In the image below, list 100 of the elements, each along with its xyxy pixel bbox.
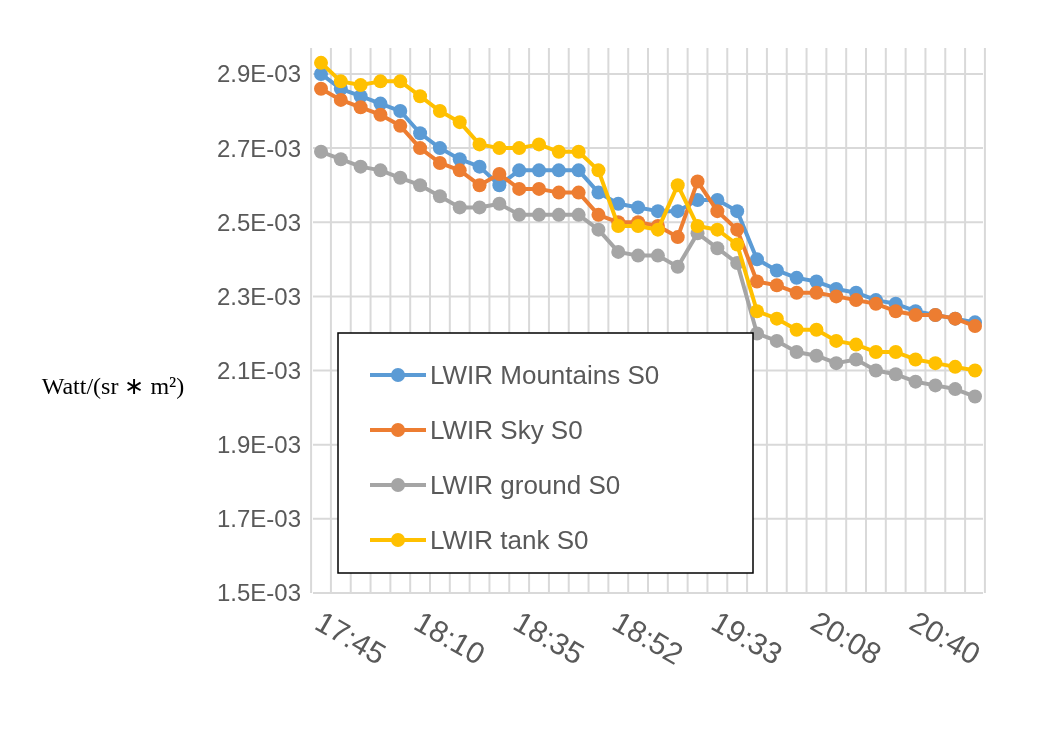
point (314, 144, 328, 159)
y-tick-label: 1.7E-03 (216, 505, 301, 533)
x-tick-label: 18:10 (409, 604, 491, 671)
point (868, 363, 883, 378)
point (571, 207, 586, 222)
point (789, 322, 804, 337)
point (829, 289, 844, 304)
point (532, 181, 546, 196)
point (650, 204, 665, 219)
point (650, 222, 665, 237)
point (591, 185, 606, 200)
point (551, 185, 566, 200)
point (591, 222, 606, 237)
point (532, 163, 546, 178)
point (888, 367, 903, 382)
point (888, 304, 903, 319)
point (413, 178, 428, 193)
point (849, 337, 864, 352)
point (432, 104, 447, 119)
legend-label: LWIR Mountains S0 (430, 360, 660, 391)
point (393, 74, 408, 89)
point (789, 270, 804, 285)
legend-label: LWIR Sky S0 (430, 415, 583, 446)
point (789, 345, 804, 360)
point (710, 204, 725, 219)
point (591, 163, 606, 178)
point (968, 319, 982, 334)
point (413, 89, 428, 104)
point (789, 285, 804, 300)
point (928, 356, 943, 371)
point (868, 345, 883, 360)
point (611, 244, 626, 259)
point (968, 389, 982, 404)
point (730, 237, 745, 252)
point (353, 159, 368, 174)
point (829, 356, 844, 371)
point (393, 118, 408, 133)
legend-label: LWIR tank S0 (430, 525, 589, 556)
point (948, 359, 963, 374)
point (314, 81, 328, 96)
point (611, 196, 626, 211)
point (809, 348, 824, 363)
point (333, 152, 348, 167)
point (968, 363, 982, 378)
point (888, 345, 903, 360)
point (670, 204, 685, 219)
point (769, 333, 784, 348)
x-tick-label: 20:08 (805, 604, 887, 671)
point (908, 374, 923, 389)
point (333, 74, 348, 89)
point (472, 200, 487, 215)
point (393, 104, 408, 119)
point (631, 248, 646, 263)
point (413, 141, 428, 156)
y-tick-label: 2.1E-03 (216, 356, 301, 384)
point (849, 293, 864, 308)
point (670, 259, 685, 274)
point (809, 285, 824, 300)
point (413, 126, 428, 141)
point (730, 222, 745, 237)
point (373, 107, 388, 122)
point (512, 181, 527, 196)
y-tick-label: 2.9E-03 (216, 60, 301, 88)
x-tick-label: 18:35 (508, 604, 590, 671)
point (393, 170, 408, 185)
point (849, 352, 864, 367)
point (452, 163, 467, 178)
point (353, 100, 368, 115)
point (769, 263, 784, 278)
point (690, 218, 705, 233)
legend-label: LWIR ground S0 (430, 470, 621, 501)
point (928, 378, 943, 393)
point (809, 322, 824, 337)
point (710, 222, 725, 237)
y-tick-label: 2.5E-03 (216, 208, 301, 236)
y-axis-title: Watt/(sr ∗ m²) (41, 373, 185, 400)
y-tick-label: 1.5E-03 (216, 579, 301, 607)
point (353, 78, 368, 93)
point (571, 144, 586, 159)
point (769, 311, 784, 326)
point (908, 352, 923, 367)
point (452, 115, 467, 130)
point (710, 241, 725, 256)
y-tick-label: 2.3E-03 (216, 282, 301, 310)
point (631, 200, 646, 215)
point (432, 189, 447, 204)
point (532, 137, 546, 152)
y-tick-label: 2.7E-03 (216, 134, 301, 162)
x-tick-label: 18:52 (607, 604, 689, 671)
point (551, 144, 566, 159)
point (551, 207, 566, 222)
point (512, 163, 527, 178)
point (532, 207, 546, 222)
x-tick-label: 20:40 (904, 604, 987, 671)
point (492, 196, 507, 211)
point (591, 207, 606, 222)
point (472, 178, 487, 193)
point (373, 163, 388, 178)
point (373, 74, 388, 89)
point (551, 163, 566, 178)
